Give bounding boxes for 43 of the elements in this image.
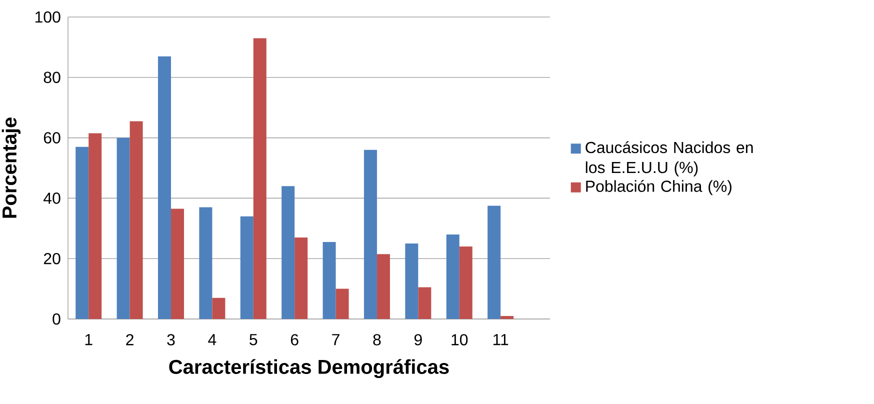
bar <box>364 150 377 320</box>
bar <box>500 316 514 320</box>
bar <box>158 56 171 320</box>
legend-label: Caucásicos Nacidos en los E.E.U.U (%) <box>586 141 753 176</box>
x-tick-label: 6 <box>290 334 298 346</box>
bar <box>253 38 266 320</box>
x-tick-label: 2 <box>126 334 134 346</box>
bar <box>488 206 501 320</box>
x-tick-label: 1 <box>85 334 92 346</box>
x-tick-label: 11 <box>493 334 508 346</box>
x-tick-label: 3 <box>167 334 175 346</box>
bar <box>88 133 102 320</box>
bar <box>199 207 212 320</box>
bar <box>376 254 390 320</box>
y-axis-title: Porcentaje <box>2 118 21 218</box>
bar <box>459 246 472 320</box>
bar <box>282 186 295 320</box>
x-tick-label: 8 <box>373 334 381 346</box>
legend-label: Población China (%) <box>586 180 732 196</box>
y-tick-label: 0 <box>52 313 60 325</box>
x-tick-label: 10 <box>452 334 468 346</box>
x-tick-label: 5 <box>250 334 258 346</box>
bar <box>130 121 143 320</box>
x-tick-label: 7 <box>332 334 340 346</box>
bar <box>170 208 184 320</box>
x-axis-title: Características Demográficas <box>169 359 449 378</box>
y-tick-label: 20 <box>44 252 60 264</box>
bar <box>446 234 460 320</box>
bar <box>405 244 418 320</box>
bar <box>336 288 349 320</box>
bar <box>240 216 254 320</box>
y-tick-label: 100 <box>35 11 60 23</box>
bar <box>212 298 226 320</box>
bar <box>418 287 432 320</box>
bar <box>76 146 89 320</box>
bar <box>322 242 336 320</box>
y-tick-label: 60 <box>44 132 60 144</box>
x-tick-label: 4 <box>208 334 216 346</box>
bar <box>294 237 308 320</box>
y-tick-label: 40 <box>44 192 60 204</box>
y-tick-label: 80 <box>44 72 60 84</box>
bar <box>116 138 130 320</box>
x-tick-label: 9 <box>414 334 422 346</box>
